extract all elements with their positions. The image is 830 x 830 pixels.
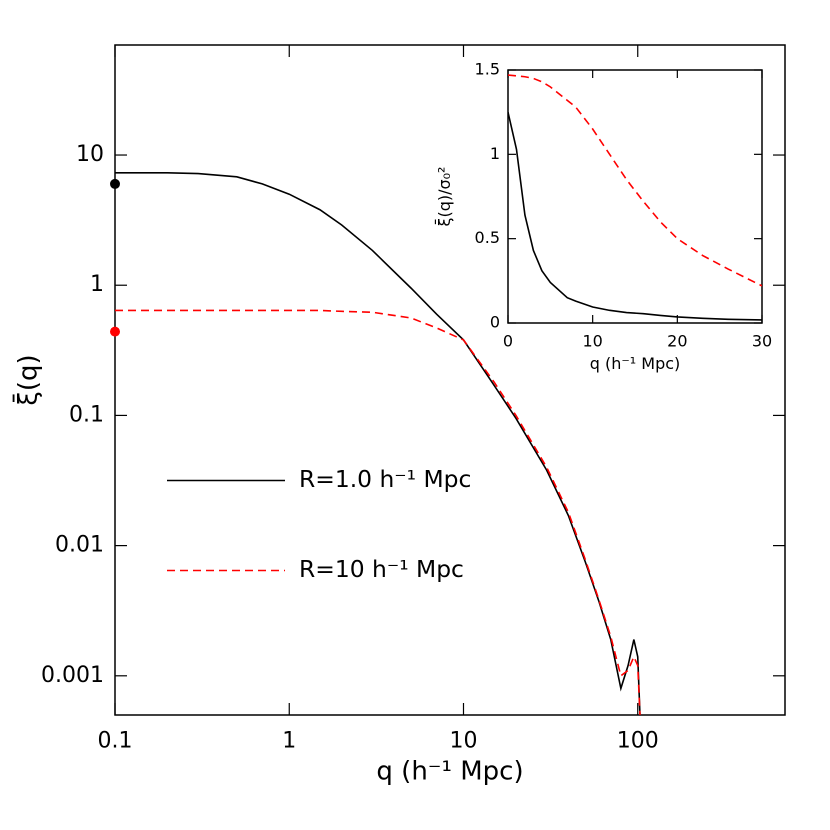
x-tick-label: 20 (667, 332, 687, 351)
x-tick-label: 1 (282, 728, 296, 753)
y-tick-label: 1 (490, 144, 500, 163)
x-tick-label: 0 (503, 332, 513, 351)
x-axis-label: q (h⁻¹ Mpc) (590, 354, 681, 373)
series-line (115, 172, 641, 715)
y-axis-label: ξ̄(q)/σ₀² (435, 167, 454, 227)
series-line (115, 309, 641, 715)
plot-frame (507, 69, 763, 324)
series-line (508, 111, 762, 321)
y-tick-label: 0 (490, 313, 500, 332)
y-axis-label: ξ̄(q) (12, 354, 44, 405)
y-tick-label: 10 (76, 142, 104, 167)
point (110, 178, 120, 189)
legend-label: R=10 h⁻¹ Mpc (299, 555, 464, 583)
y-tick-label: 0.1 (69, 402, 104, 427)
x-tick-label: 10 (582, 332, 602, 351)
x-tick-label: 10 (449, 728, 477, 753)
x-tick-label: 0.1 (98, 728, 133, 753)
plot-area (115, 172, 641, 715)
legend-label: R=1.0 h⁻¹ Mpc (299, 465, 471, 493)
y-tick-label: 0.01 (55, 533, 104, 558)
plot-frame (114, 44, 786, 716)
y-tick-label: 1.5 (475, 60, 500, 79)
x-axis-label: q (h⁻¹ Mpc) (376, 757, 523, 787)
plot-area (508, 74, 762, 321)
y-tick-label: 1 (90, 272, 104, 297)
point (110, 326, 120, 337)
y-tick-label: 0.001 (41, 663, 104, 688)
x-tick-label: 30 (752, 332, 772, 351)
x-tick-label: 100 (617, 728, 659, 753)
y-tick-label: 0.5 (475, 228, 500, 247)
series-line (508, 74, 762, 287)
